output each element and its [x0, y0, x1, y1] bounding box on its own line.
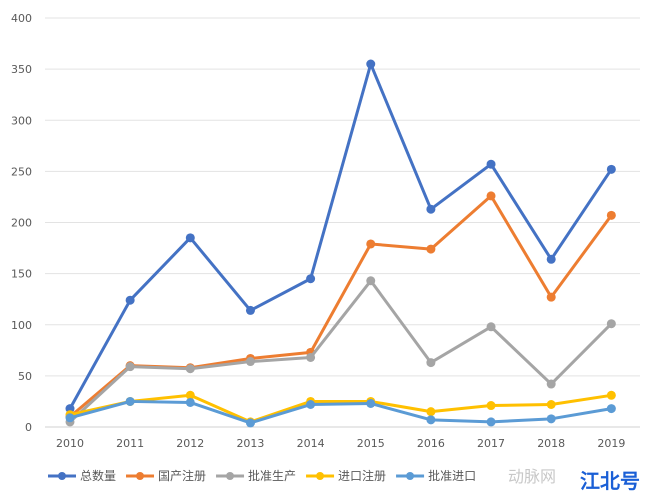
legend-marker	[136, 472, 145, 480]
data-point	[426, 204, 436, 214]
data-point	[185, 364, 195, 374]
legend-label: 进口注册	[338, 468, 386, 483]
legend-label: 国产注册	[158, 468, 206, 483]
x-axis-ticks: 2010 2011 2012 2013 2014 2015 2016 2017 2018 2019	[56, 437, 625, 450]
watermark-logo: 动脉网	[508, 467, 556, 486]
legend-item: 批准生产	[216, 468, 296, 483]
data-point	[366, 276, 376, 286]
series-lines	[65, 59, 616, 428]
data-point	[366, 398, 376, 408]
legend-item: 批准进口	[396, 468, 476, 483]
data-point	[486, 159, 496, 169]
y-axis-ticks: 0 50 100 150 200 250 300 350 400	[11, 12, 32, 434]
data-point	[486, 191, 496, 201]
watermark-text: 江北号	[580, 469, 640, 493]
series-line	[69, 393, 612, 424]
x-tick-label: 2011	[116, 437, 144, 450]
data-point	[486, 417, 496, 427]
data-point	[426, 358, 436, 368]
data-point	[426, 244, 436, 254]
legend-marker	[58, 472, 66, 480]
legend-marker	[406, 472, 415, 480]
legend-label: 批准生产	[248, 468, 296, 483]
x-tick-label: 2012	[176, 437, 204, 450]
y-tick-label: 300	[11, 114, 32, 127]
legend-label: 批准进口	[428, 468, 476, 483]
x-tick-label: 2015	[357, 437, 385, 450]
data-point	[366, 59, 376, 69]
series-总数量	[65, 59, 616, 414]
x-tick-label: 2017	[477, 437, 505, 450]
y-tick-label: 0	[25, 421, 32, 434]
series-批准进口	[65, 396, 616, 428]
series-line	[69, 194, 613, 418]
data-point	[185, 233, 195, 243]
y-tick-label: 150	[11, 268, 32, 281]
data-point	[486, 401, 496, 411]
data-point	[125, 362, 135, 372]
data-point	[546, 400, 556, 410]
y-tick-label: 200	[11, 217, 32, 230]
data-point	[245, 357, 255, 367]
x-tick-label: 2010	[56, 437, 84, 450]
series-line	[68, 279, 613, 423]
data-point	[125, 396, 135, 406]
series-line	[69, 399, 612, 425]
data-point	[125, 295, 135, 305]
data-point	[546, 379, 556, 389]
data-point	[245, 305, 255, 315]
data-point	[546, 254, 556, 264]
data-point	[185, 397, 195, 407]
data-point	[306, 400, 316, 410]
y-tick-label: 100	[11, 319, 32, 332]
data-point	[245, 418, 255, 428]
data-point	[306, 274, 316, 284]
x-tick-label: 2016	[417, 437, 445, 450]
legend-marker	[316, 472, 325, 480]
data-point	[306, 352, 316, 362]
series-line	[68, 62, 613, 410]
x-tick-label: 2018	[537, 437, 565, 450]
data-point	[546, 414, 556, 424]
data-point	[606, 210, 616, 220]
data-point	[486, 322, 496, 332]
legend-label: 总数量	[80, 468, 116, 483]
x-tick-label: 2013	[236, 437, 264, 450]
data-point	[366, 239, 376, 249]
data-point	[546, 292, 556, 302]
legend-item: 总数量	[48, 468, 116, 483]
data-point	[426, 415, 436, 425]
legend: 总数量 国产注册 批准生产 进口注册 批准进口	[48, 468, 476, 483]
series-批准生产	[65, 276, 616, 427]
legend-marker	[226, 472, 235, 480]
series-国产注册	[65, 191, 616, 422]
legend-item: 进口注册	[306, 468, 386, 483]
data-point	[65, 413, 75, 423]
data-point	[606, 390, 616, 400]
data-point	[606, 404, 616, 414]
gridlines	[45, 17, 640, 428]
watermark: 动脉网 江北号	[508, 467, 640, 493]
y-tick-label: 50	[18, 370, 32, 383]
y-tick-label: 250	[11, 165, 32, 178]
data-point	[426, 407, 436, 417]
y-tick-label: 350	[11, 63, 32, 76]
y-tick-label: 400	[11, 12, 32, 25]
x-tick-label: 2014	[297, 437, 325, 450]
x-tick-label: 2019	[597, 437, 625, 450]
data-point	[606, 319, 616, 329]
data-point	[185, 390, 195, 400]
legend-item: 国产注册	[126, 468, 206, 483]
data-point	[606, 164, 616, 174]
